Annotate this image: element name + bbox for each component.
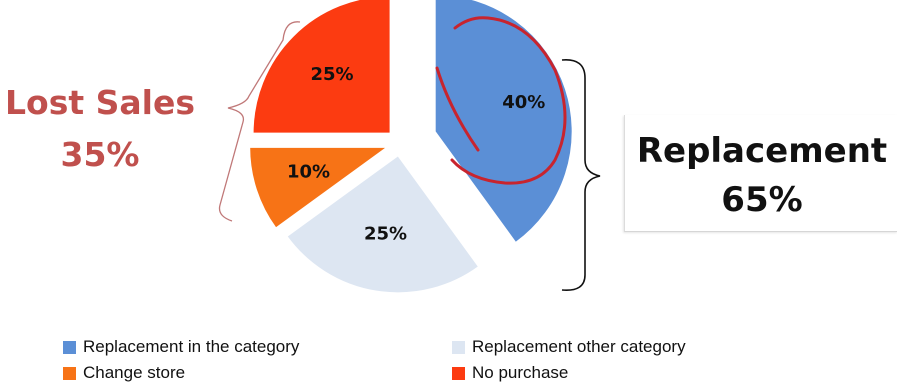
legend-label: Replacement in the category <box>83 337 300 356</box>
lost-sales-title: Lost Sales <box>5 83 195 122</box>
replacement-title: Replacement <box>636 131 888 171</box>
legend-label: No purchase <box>472 363 569 382</box>
legend-item-change-store: Change store <box>63 362 185 384</box>
legend-swatch <box>63 366 76 380</box>
data-label-no-purchase: 25% <box>310 64 353 85</box>
replacement-bracket <box>561 59 601 292</box>
legend-item-no-purchase: No purchase <box>452 362 568 384</box>
legend-swatch <box>452 340 465 354</box>
pie-slice-replacement-other-category <box>286 155 480 294</box>
legend-item-replacement-in-category: Replacement in the category <box>63 336 299 358</box>
data-label-change-store: 10% <box>287 162 330 183</box>
pie-slice-no-purchase <box>252 0 391 134</box>
pie-slice-change-store <box>249 146 389 229</box>
legend-swatch <box>452 366 465 380</box>
replacement-box: Replacement 65% <box>624 115 897 232</box>
highlight-swoosh <box>435 16 567 185</box>
legend-item-replacement-other-category: Replacement other category <box>452 336 686 358</box>
legend-label: Change store <box>83 363 186 382</box>
data-label-replacement-in-category: 40% <box>502 92 545 113</box>
lost-sales-brace <box>218 21 301 222</box>
legend-label: Replacement other category <box>472 337 686 356</box>
lost-sales-value: 35% <box>60 135 140 174</box>
data-label-replacement-other-category: 25% <box>364 223 407 244</box>
pie-slice-replacement-in-category <box>434 0 573 244</box>
replacement-value: 65% <box>721 180 803 220</box>
legend-swatch <box>63 340 76 354</box>
